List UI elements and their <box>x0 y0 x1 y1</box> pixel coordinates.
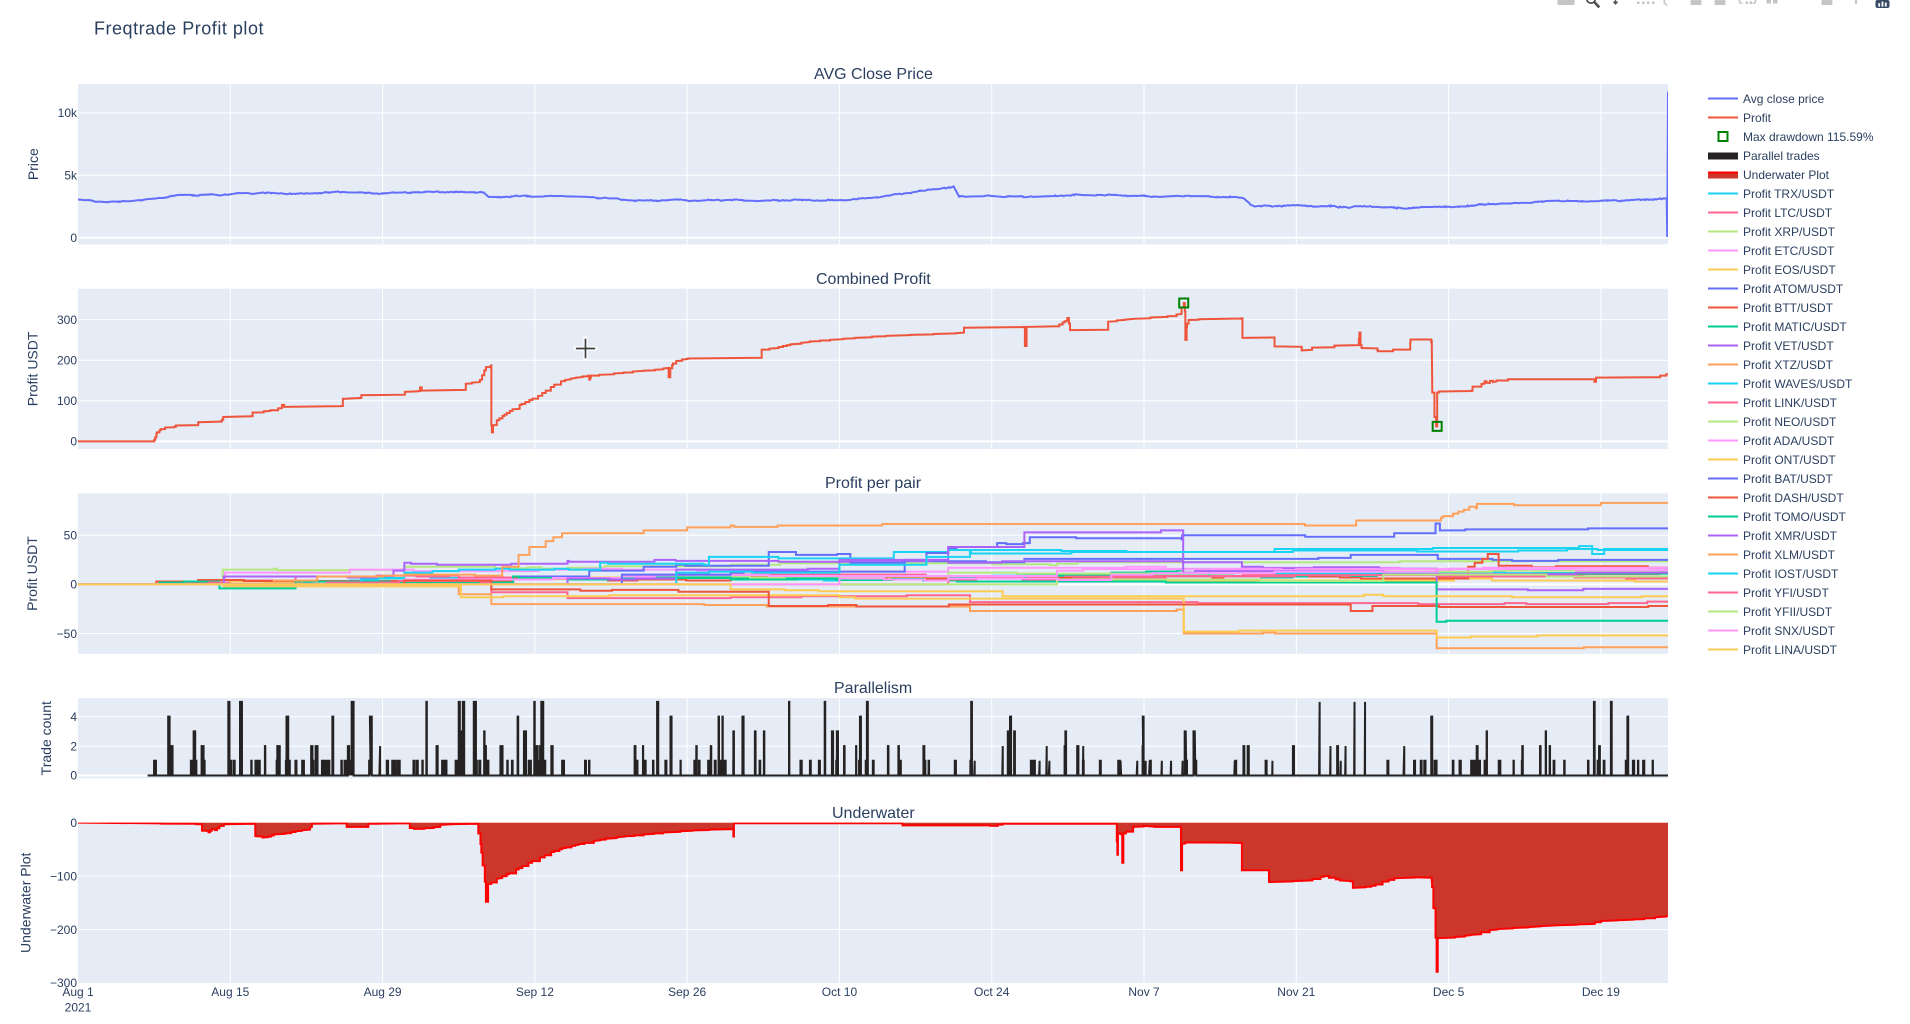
svg-text:Profit XRP/USDT: Profit XRP/USDT <box>1743 225 1836 239</box>
svg-text:Profit BAT/USDT: Profit BAT/USDT <box>1743 472 1833 486</box>
svg-text:Profit ONT/USDT: Profit ONT/USDT <box>1743 453 1836 467</box>
svg-text:Trade count: Trade count <box>38 701 54 775</box>
svg-text:Profit WAVES/USDT: Profit WAVES/USDT <box>1743 377 1853 391</box>
svg-text:2: 2 <box>70 739 77 753</box>
svg-text:Nov 7: Nov 7 <box>1128 985 1160 999</box>
svg-text:Profit ETC/USDT: Profit ETC/USDT <box>1743 244 1835 258</box>
svg-text:Profit SNX/USDT: Profit SNX/USDT <box>1743 624 1836 638</box>
svg-text:AVG Close Price: AVG Close Price <box>814 66 933 83</box>
svg-text:Profit IOST/USDT: Profit IOST/USDT <box>1743 567 1839 581</box>
svg-text:Avg close price: Avg close price <box>1743 92 1824 106</box>
svg-text:Sep 12: Sep 12 <box>516 985 554 999</box>
svg-text:0: 0 <box>70 578 77 592</box>
svg-text:10k: 10k <box>58 106 78 120</box>
svg-text:Aug 29: Aug 29 <box>364 985 402 999</box>
svg-text:Profit LINK/USDT: Profit LINK/USDT <box>1743 396 1838 410</box>
svg-text:Underwater Plot: Underwater Plot <box>18 853 34 953</box>
svg-text:Profit XLM/USDT: Profit XLM/USDT <box>1743 548 1836 562</box>
svg-text:0: 0 <box>70 231 77 245</box>
svg-text:Profit LTC/USDT: Profit LTC/USDT <box>1743 206 1833 220</box>
svg-text:Profit XTZ/USDT: Profit XTZ/USDT <box>1743 358 1834 372</box>
svg-text:0: 0 <box>70 769 77 783</box>
svg-text:Profit per pair: Profit per pair <box>825 475 922 492</box>
svg-text:300: 300 <box>57 313 77 327</box>
svg-text:Profit XMR/USDT: Profit XMR/USDT <box>1743 529 1838 543</box>
svg-text:Profit TRX/USDT: Profit TRX/USDT <box>1743 187 1835 201</box>
svg-text:Parallelism: Parallelism <box>834 680 912 697</box>
svg-text:−200: −200 <box>50 923 77 937</box>
svg-text:Underwater Plot: Underwater Plot <box>1743 168 1830 182</box>
svg-text:Profit TOMO/USDT: Profit TOMO/USDT <box>1743 510 1847 524</box>
svg-text:Freqtrade Profit plot: Freqtrade Profit plot <box>94 18 264 38</box>
svg-text:5k: 5k <box>64 169 78 183</box>
svg-text:Max drawdown 115.59%: Max drawdown 115.59% <box>1743 130 1874 144</box>
svg-text:Profit ATOM/USDT: Profit ATOM/USDT <box>1743 282 1844 296</box>
svg-text:Profit LINA/USDT: Profit LINA/USDT <box>1743 643 1838 657</box>
svg-text:Combined Profit: Combined Profit <box>816 271 931 288</box>
svg-text:Profit: Profit <box>1743 111 1772 125</box>
svg-text:Aug 15: Aug 15 <box>211 985 249 999</box>
svg-text:Parallel trades: Parallel trades <box>1743 149 1820 163</box>
svg-text:−100: −100 <box>50 869 77 883</box>
svg-text:Profit EOS/USDT: Profit EOS/USDT <box>1743 263 1836 277</box>
svg-text:Profit USDT: Profit USDT <box>25 331 41 406</box>
svg-text:Profit YFII/USDT: Profit YFII/USDT <box>1743 605 1833 619</box>
svg-text:Sep 26: Sep 26 <box>668 985 706 999</box>
svg-text:Dec 5: Dec 5 <box>1433 985 1465 999</box>
svg-text:100: 100 <box>57 394 77 408</box>
svg-text:Underwater: Underwater <box>832 805 915 822</box>
svg-text:Profit DASH/USDT: Profit DASH/USDT <box>1743 491 1844 505</box>
svg-text:Profit YFI/USDT: Profit YFI/USDT <box>1743 586 1829 600</box>
svg-text:4: 4 <box>70 710 77 724</box>
svg-text:200: 200 <box>57 353 77 367</box>
svg-text:Profit NEO/USDT: Profit NEO/USDT <box>1743 415 1837 429</box>
svg-text:Profit MATIC/USDT: Profit MATIC/USDT <box>1743 320 1847 334</box>
svg-text:Nov 21: Nov 21 <box>1277 985 1315 999</box>
svg-text:Oct 10: Oct 10 <box>822 985 858 999</box>
svg-text:Oct 24: Oct 24 <box>974 985 1010 999</box>
svg-text:Price: Price <box>25 148 41 180</box>
svg-text:Profit VET/USDT: Profit VET/USDT <box>1743 339 1834 353</box>
svg-text:Profit ADA/USDT: Profit ADA/USDT <box>1743 434 1835 448</box>
svg-text:50: 50 <box>64 528 78 542</box>
svg-text:0: 0 <box>70 435 77 449</box>
svg-text:Profit BTT/USDT: Profit BTT/USDT <box>1743 301 1834 315</box>
svg-text:−300: −300 <box>50 976 77 990</box>
svg-text:−50: −50 <box>57 627 78 641</box>
svg-text:Profit USDT: Profit USDT <box>24 536 40 611</box>
svg-text:0: 0 <box>70 816 77 830</box>
svg-text:Dec 19: Dec 19 <box>1582 985 1620 999</box>
